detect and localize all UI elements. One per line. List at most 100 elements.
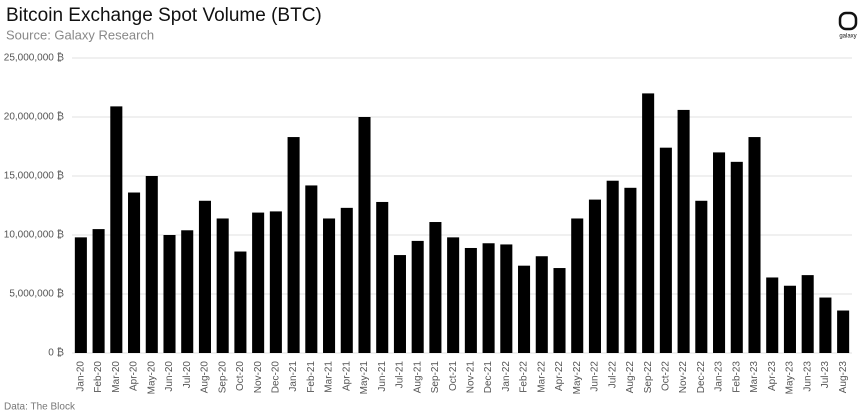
x-tick-label: Jun-23 (802, 361, 813, 392)
bar (695, 200, 708, 353)
chart-title: Bitcoin Exchange Spot Volume (BTC) (6, 5, 322, 26)
x-tick-label: Jul-21 (395, 361, 406, 389)
bar (269, 211, 282, 353)
bar (252, 212, 265, 353)
x-tick-label: Feb-23 (731, 361, 742, 393)
x-tick-label: Mar-22 (536, 361, 547, 393)
bar (766, 277, 779, 353)
x-tick-label: Jun-22 (590, 361, 601, 392)
bar (837, 310, 850, 353)
x-tick-label: Jul-23 (820, 361, 831, 389)
bar (181, 230, 194, 353)
bar (305, 185, 318, 353)
bar (323, 218, 336, 353)
x-tick-label: Apr-21 (341, 361, 352, 391)
x-tick-label: Feb-22 (519, 361, 530, 393)
logo-icon (838, 11, 858, 31)
bar (535, 256, 548, 353)
chart-subtitle: Source: Galaxy Research (6, 27, 154, 42)
x-tick-label: Oct-21 (448, 361, 459, 391)
x-tick-label: Dec-20 (271, 361, 282, 394)
bar (128, 192, 141, 353)
x-tick-label: Apr-20 (129, 361, 140, 391)
bar (659, 147, 672, 353)
bar (713, 152, 726, 353)
y-tick-label: 10,000,000 ₿ (4, 229, 64, 241)
bar (393, 255, 406, 353)
bar (92, 229, 105, 353)
x-tick-label: Sep-20 (217, 361, 228, 394)
bar (464, 247, 477, 353)
bar (145, 176, 158, 353)
x-tick-label: Jan-20 (76, 361, 87, 392)
y-tick-label: 20,000,000 ₿ (4, 111, 64, 123)
x-tick-label: Sep-21 (430, 361, 441, 394)
bar (198, 200, 211, 353)
bar (730, 161, 743, 353)
x-tick-label: Aug-20 (200, 361, 211, 394)
x-tick-label: May-21 (359, 361, 370, 395)
x-tick-label: Jun-20 (164, 361, 175, 392)
bar (482, 243, 495, 353)
x-tick-label: Sep-22 (643, 361, 654, 394)
bar (624, 187, 637, 353)
x-tick-label: Aug-23 (838, 361, 849, 394)
x-tick-label: Oct-22 (661, 361, 672, 391)
x-tick-label: Mar-23 (749, 361, 760, 393)
bar (447, 237, 460, 353)
y-tick-label: 15,000,000 ₿ (4, 170, 64, 182)
x-tick-label: Jul-20 (182, 361, 193, 389)
x-tick-label: Apr-22 (554, 361, 565, 391)
x-tick-label: Apr-23 (767, 361, 778, 391)
bar (748, 137, 761, 353)
x-tick-label: Nov-20 (253, 361, 264, 394)
x-tick-label: May-20 (146, 361, 157, 395)
bar (801, 275, 814, 353)
x-tick-label: Feb-21 (306, 361, 317, 393)
bar (819, 297, 832, 353)
y-tick-label: 0 ₿ (48, 347, 64, 359)
x-tick-label: Mar-20 (111, 361, 122, 393)
x-tick-label: Jul-22 (607, 361, 618, 389)
bar (588, 199, 601, 353)
bar (163, 235, 176, 353)
bar (606, 180, 619, 353)
bar (429, 222, 442, 353)
x-tick-label: Oct-20 (235, 361, 246, 391)
bar (783, 285, 796, 353)
x-tick-label: Jan-22 (501, 361, 512, 392)
x-tick-label: Feb-20 (93, 361, 104, 393)
bar (287, 137, 300, 353)
bar (500, 244, 513, 353)
bar (553, 268, 566, 353)
x-tick-label: Dec-21 (483, 361, 494, 394)
x-tick-label: Nov-22 (678, 361, 689, 394)
x-tick-label: Nov-21 (466, 361, 477, 394)
y-tick-label: 5,000,000 ₿ (9, 288, 64, 300)
x-tick-label: Dec-22 (696, 361, 707, 394)
x-tick-label: May-23 (785, 361, 796, 395)
x-tick-label: Jun-21 (377, 361, 388, 392)
bar (642, 93, 655, 354)
bar (340, 207, 353, 353)
bar (411, 240, 424, 353)
x-tick-label: Aug-22 (625, 361, 636, 394)
bar (518, 265, 531, 353)
bar (358, 117, 371, 353)
bar (74, 237, 87, 353)
bar (376, 201, 389, 353)
source-note: Data: The Block (4, 402, 76, 413)
x-tick-label: Jan-23 (714, 361, 725, 392)
logo-text: galaxy (839, 34, 856, 40)
x-tick-label: May-22 (572, 361, 583, 395)
x-tick-label: Mar-21 (324, 361, 335, 393)
logo: galaxy (838, 11, 858, 40)
y-tick-label: 25,000,000 ₿ (4, 52, 64, 64)
x-tick-label: Jan-21 (288, 361, 299, 392)
bar (234, 251, 247, 353)
x-tick-label: Aug-21 (412, 361, 423, 394)
bar (110, 106, 123, 353)
bar (216, 218, 229, 353)
bar (571, 218, 584, 353)
